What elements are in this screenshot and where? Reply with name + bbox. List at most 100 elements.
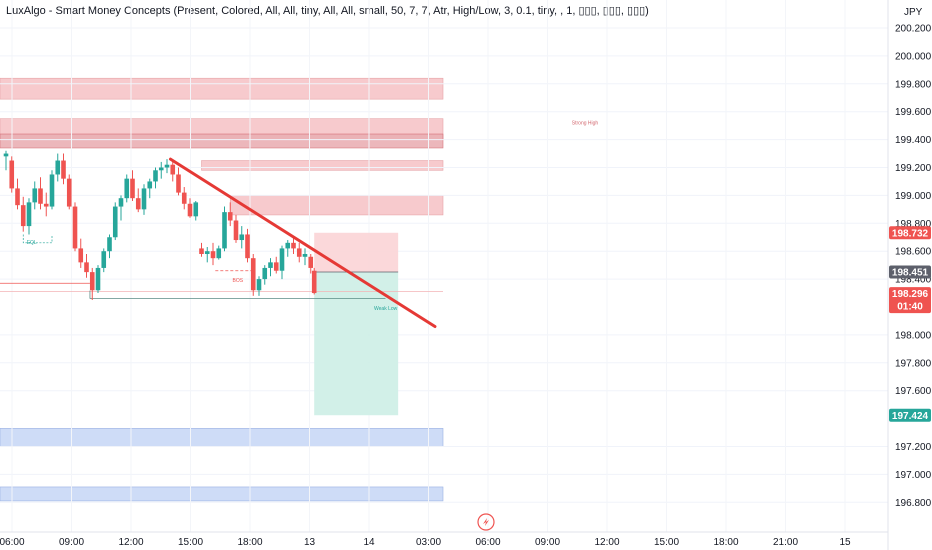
zone-supply-3 xyxy=(201,160,444,171)
candle-body xyxy=(147,181,153,189)
candle-body xyxy=(95,267,101,291)
price-tick-label: 197.600 xyxy=(895,386,932,397)
position-layer xyxy=(314,232,399,416)
zone-demand-5 xyxy=(0,428,444,447)
take-profit-zone xyxy=(314,271,399,416)
candle-body xyxy=(210,251,216,259)
annotation-bos: BOS xyxy=(233,278,244,284)
price-tag-text: 198.451 xyxy=(892,267,929,278)
time-axis[interactable] xyxy=(0,532,932,550)
price-tags: 198.732 198.451 198.296 01:40 197.424 xyxy=(889,226,931,422)
price-tick-label: 199.800 xyxy=(895,79,932,90)
candles-layer xyxy=(3,150,317,301)
time-tick-label: 21:00 xyxy=(773,537,798,548)
candle-body xyxy=(89,272,95,291)
zone-supply-4 xyxy=(229,195,444,216)
candle-body xyxy=(72,206,78,249)
price-tick-label: 199.600 xyxy=(895,107,932,118)
candle-body xyxy=(250,258,256,291)
candle-body xyxy=(239,234,245,241)
price-tick-label: 199.000 xyxy=(895,191,932,202)
time-tick-label: 06:00 xyxy=(0,537,25,548)
time-tick-label: 09:00 xyxy=(59,537,84,548)
candle-body xyxy=(268,262,273,268)
candle-body xyxy=(256,279,262,291)
time-tick-label: 15:00 xyxy=(654,537,679,548)
replay-icon[interactable] xyxy=(477,513,495,531)
levels-layer xyxy=(0,234,443,300)
time-tick-label: 03:00 xyxy=(416,537,441,548)
candle-body xyxy=(26,202,32,227)
time-tick-label: 12:00 xyxy=(594,537,619,548)
candle-body xyxy=(204,251,210,254)
price-tick-label: 197.000 xyxy=(895,470,932,481)
price-tick-label: 199.200 xyxy=(895,163,932,174)
candle-body xyxy=(43,203,49,207)
candle-body xyxy=(273,262,279,271)
candle-body xyxy=(164,164,170,168)
price-tick-label: 198.400 xyxy=(895,275,932,286)
candle-body xyxy=(61,160,66,179)
price-tag-198.296 xyxy=(889,287,931,314)
candle-body xyxy=(84,262,89,273)
price-tag-text: 198.732 xyxy=(892,228,929,239)
price-axis-labels: 200.200 200.000 199.800 199.600 199.400 199.2… xyxy=(895,24,932,509)
time-tick-label: 15:00 xyxy=(178,537,203,548)
candle-body xyxy=(15,188,20,206)
candle-body xyxy=(170,164,176,175)
candle-body xyxy=(187,203,193,217)
candle-body xyxy=(107,237,112,252)
price-tick-label: 200.200 xyxy=(895,24,932,35)
annotation-eql: EQL xyxy=(27,240,37,246)
zones-layer: Strong High xyxy=(0,77,599,502)
zone-demand-6 xyxy=(0,486,444,502)
time-tick-label: 13 xyxy=(304,537,316,548)
candle-body xyxy=(49,174,55,207)
time-tick-label: 06:00 xyxy=(475,537,500,548)
candle-body xyxy=(20,205,26,227)
candle-body xyxy=(124,178,130,199)
candle-body xyxy=(308,256,314,268)
candle-body xyxy=(262,267,268,280)
price-tag-text: 198.296 xyxy=(892,289,929,300)
candle-body xyxy=(153,170,158,182)
candle-body xyxy=(135,198,141,210)
zone-supply-0 xyxy=(0,77,444,100)
candle-body xyxy=(285,242,291,249)
price-tick-label: 198.000 xyxy=(895,330,932,341)
price-tick-label: 197.200 xyxy=(895,442,932,453)
price-tag-197.424 xyxy=(889,408,931,422)
candle-body xyxy=(130,178,135,199)
annotations-layer: EQL BOS Weak Low xyxy=(27,240,398,312)
price-tick-label: 196.800 xyxy=(895,498,932,509)
candle-body xyxy=(311,270,317,294)
candle-body xyxy=(181,192,187,204)
candle-body xyxy=(32,188,38,203)
zone-label-strong-high: Strong High xyxy=(572,121,599,127)
price-tag-198.451 xyxy=(889,265,931,279)
candle-body xyxy=(302,253,308,257)
candle-body xyxy=(296,248,302,257)
candle-body xyxy=(291,242,296,249)
candle-body xyxy=(193,202,199,217)
trendline xyxy=(168,157,437,329)
time-tick-label: 14 xyxy=(363,537,375,548)
trend-layer xyxy=(168,157,437,329)
candle-body xyxy=(216,248,222,259)
candle-body xyxy=(233,220,239,241)
time-tick-label: 09:00 xyxy=(535,537,560,548)
stop-loss-zone xyxy=(314,232,399,272)
time-tick-label: 18:00 xyxy=(237,537,262,548)
currency-label: JPY xyxy=(904,7,923,18)
time-tick-label: 12:00 xyxy=(118,537,143,548)
price-tag-text: 197.424 xyxy=(892,411,929,422)
candle-body xyxy=(158,167,164,171)
zone-supply-dark-2 xyxy=(0,133,444,149)
price-tick-label: 199.400 xyxy=(895,135,932,146)
candle-body xyxy=(141,188,147,210)
price-tick-label: 198.600 xyxy=(895,247,932,258)
candle-body xyxy=(112,206,118,238)
candle-body xyxy=(118,198,124,207)
time-tick-label: 15 xyxy=(839,537,851,548)
